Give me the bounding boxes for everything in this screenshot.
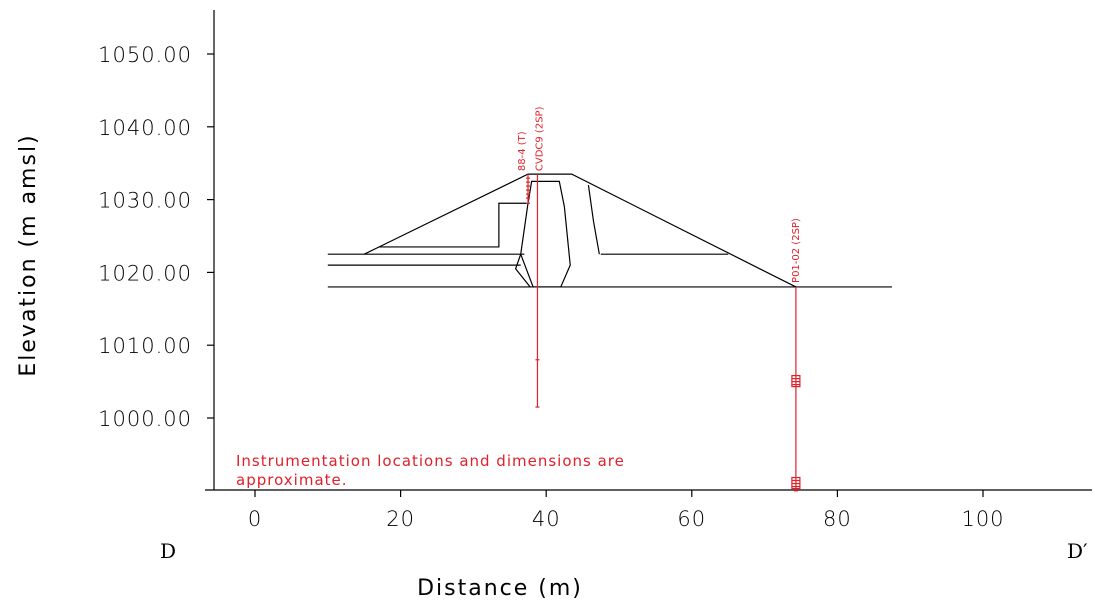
y-tick-label: 1020.00	[98, 261, 192, 285]
upstream-filter-toe	[514, 254, 531, 288]
y-tick-label: 1030.00	[98, 189, 192, 213]
x-axis-ticks: 0 20 40 60 80 100	[248, 490, 1004, 531]
upstream-shell-line	[378, 202, 527, 248]
x-axis-title: Distance (m)	[417, 576, 583, 601]
instrumentation: 88-4 (T) CVDC9 (2SP) P01-02 (2SP)	[517, 106, 802, 492]
y-tick-label: 1000.00	[98, 407, 192, 431]
section-label-left: D	[160, 539, 176, 563]
x-tick-label: 40	[532, 507, 561, 531]
y-tick-label: 1040.00	[98, 116, 192, 140]
note-line-1: Instrumentation locations and dimensions…	[236, 452, 625, 470]
instrument-label: 88-4 (T)	[517, 131, 528, 171]
dam-profile	[327, 173, 892, 288]
x-tick-label: 80	[823, 507, 852, 531]
x-tick-label: 0	[248, 507, 262, 531]
downstream-filter-line	[587, 184, 600, 255]
note-line-2: approximate.	[236, 471, 348, 489]
instrument-label: CVDC9 (2SP)	[534, 106, 545, 171]
y-axis-title: Elevation (m amsl)	[16, 133, 41, 376]
section-label-right: D′	[1067, 539, 1088, 563]
x-tick-label: 60	[677, 507, 706, 531]
instrument-label: P01-02 (2SP)	[791, 218, 802, 283]
dam-outer-slope	[363, 173, 797, 288]
y-tick-label: 1010.00	[98, 334, 192, 358]
y-tick-label: 1050.00	[98, 43, 192, 67]
y-axis-ticks: 1000.00 1010.00 1020.00 1030.00 1040.00 1050.…	[98, 43, 214, 431]
x-tick-label: 20	[386, 507, 415, 531]
x-tick-label: 100	[961, 507, 1004, 531]
dam-core	[520, 180, 571, 288]
